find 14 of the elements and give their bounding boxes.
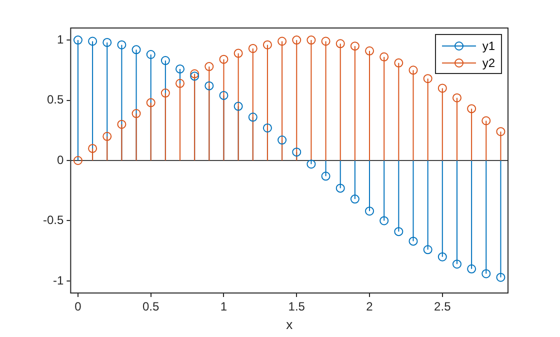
y-tick-label: 1 — [56, 32, 64, 46]
x-tick-label: 1.5 — [288, 300, 306, 314]
x-tick-label: 2 — [366, 300, 374, 314]
x-tick-label: 2.5 — [434, 300, 452, 314]
y-tick-label: -0.5 — [42, 213, 64, 228]
x-tick-label: 1 — [220, 300, 228, 314]
x-axis-title: x — [286, 316, 294, 332]
x-tick-label: 0 — [74, 300, 82, 314]
legend-label: y2 — [482, 56, 495, 70]
y-tick-label: 0 — [56, 152, 64, 167]
y-tick-label: -1 — [53, 273, 64, 288]
y-tick-label: 0.5 — [46, 92, 64, 107]
x-tick-label: 0.5 — [142, 300, 160, 314]
legend-label: y1 — [482, 38, 495, 52]
